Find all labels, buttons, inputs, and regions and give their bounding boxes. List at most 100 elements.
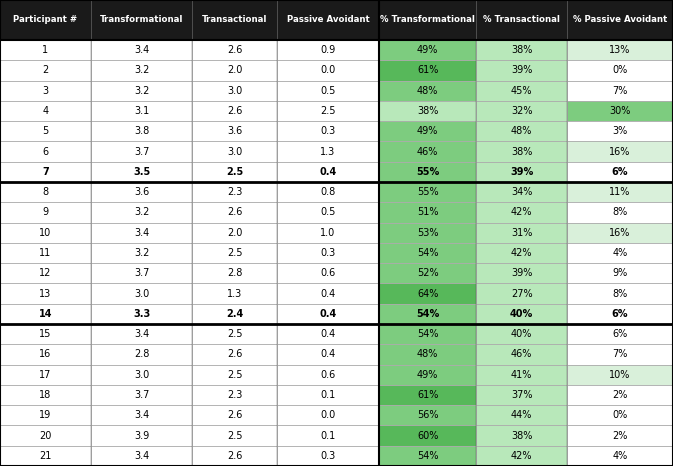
Text: 3.6: 3.6 [134, 187, 149, 197]
Text: 4%: 4% [612, 248, 628, 258]
Bar [567, 364, 673, 385]
Text: 5: 5 [42, 126, 48, 136]
Bar [567, 243, 673, 263]
Text: 3.4: 3.4 [134, 329, 149, 339]
Text: 0.8: 0.8 [320, 187, 336, 197]
Bar [91, 182, 192, 202]
Text: 3.4: 3.4 [134, 410, 149, 420]
Text: 0.0: 0.0 [320, 410, 336, 420]
Text: 8%: 8% [612, 288, 628, 299]
Text: 15: 15 [39, 329, 52, 339]
Text: 2.0: 2.0 [227, 65, 242, 75]
Text: 31%: 31% [511, 228, 532, 238]
Bar [379, 121, 476, 141]
Text: 2.6: 2.6 [227, 106, 242, 116]
Bar [192, 405, 277, 425]
Text: 38%: 38% [511, 45, 532, 55]
Text: 0%: 0% [612, 410, 628, 420]
Text: 0.6: 0.6 [320, 268, 336, 278]
Text: 2.3: 2.3 [227, 390, 242, 400]
Bar [567, 344, 673, 364]
Bar [0, 121, 91, 141]
Bar [379, 81, 476, 101]
Bar [476, 405, 567, 425]
Text: 1.3: 1.3 [320, 147, 336, 157]
Bar [192, 364, 277, 385]
Bar [379, 202, 476, 223]
Bar [379, 304, 476, 324]
Text: 2.6: 2.6 [227, 410, 242, 420]
Text: 2%: 2% [612, 390, 628, 400]
Text: 38%: 38% [511, 431, 532, 440]
Bar [379, 385, 476, 405]
Bar [91, 243, 192, 263]
Text: 42%: 42% [511, 248, 532, 258]
Bar [0, 0, 91, 40]
Bar [0, 344, 91, 364]
Text: 16: 16 [39, 350, 51, 359]
Bar [277, 162, 379, 182]
Text: 3: 3 [42, 86, 48, 96]
Bar [379, 445, 476, 466]
Bar [277, 101, 379, 121]
Bar [91, 405, 192, 425]
Text: % Transactional: % Transactional [483, 15, 560, 25]
Bar [91, 101, 192, 121]
Text: 7: 7 [42, 167, 48, 177]
Bar [0, 81, 91, 101]
Bar [567, 445, 673, 466]
Text: 0.4: 0.4 [320, 329, 336, 339]
Bar [379, 40, 476, 60]
Text: 1: 1 [42, 45, 48, 55]
Text: 52%: 52% [417, 268, 438, 278]
Bar [91, 364, 192, 385]
Text: 16%: 16% [609, 147, 631, 157]
Bar [379, 344, 476, 364]
Text: 37%: 37% [511, 390, 532, 400]
Text: 39%: 39% [511, 268, 532, 278]
Bar [0, 445, 91, 466]
Text: 34%: 34% [511, 187, 532, 197]
Text: % Transformational: % Transformational [380, 15, 475, 25]
Bar [91, 0, 192, 40]
Bar [277, 40, 379, 60]
Bar [379, 0, 476, 40]
Text: 3.6: 3.6 [227, 126, 242, 136]
Text: 3.2: 3.2 [134, 65, 149, 75]
Text: 8: 8 [42, 187, 48, 197]
Text: 21: 21 [39, 451, 52, 461]
Bar [379, 283, 476, 304]
Bar [476, 385, 567, 405]
Bar [277, 445, 379, 466]
Bar [567, 425, 673, 445]
Text: 0.4: 0.4 [320, 350, 336, 359]
Bar [379, 162, 476, 182]
Text: 42%: 42% [511, 207, 532, 218]
Bar [476, 283, 567, 304]
Bar [379, 364, 476, 385]
Bar [91, 385, 192, 405]
Text: Transformational: Transformational [100, 15, 183, 25]
Bar [0, 405, 91, 425]
Text: 13%: 13% [609, 45, 631, 55]
Text: 0.3: 0.3 [320, 248, 336, 258]
Text: % Passive Avoidant: % Passive Avoidant [573, 15, 667, 25]
Bar [91, 445, 192, 466]
Text: 0.3: 0.3 [320, 126, 336, 136]
Bar [91, 263, 192, 283]
Bar [277, 243, 379, 263]
Text: 48%: 48% [511, 126, 532, 136]
Bar [379, 324, 476, 344]
Bar [476, 304, 567, 324]
Text: 2.6: 2.6 [227, 45, 242, 55]
Bar [0, 425, 91, 445]
Text: 30%: 30% [609, 106, 631, 116]
Text: 0.4: 0.4 [320, 309, 336, 319]
Text: 2.5: 2.5 [227, 248, 242, 258]
Text: 0.0: 0.0 [320, 65, 336, 75]
Bar [567, 81, 673, 101]
Bar [277, 344, 379, 364]
Bar [567, 304, 673, 324]
Bar [91, 324, 192, 344]
Text: 13: 13 [39, 288, 51, 299]
